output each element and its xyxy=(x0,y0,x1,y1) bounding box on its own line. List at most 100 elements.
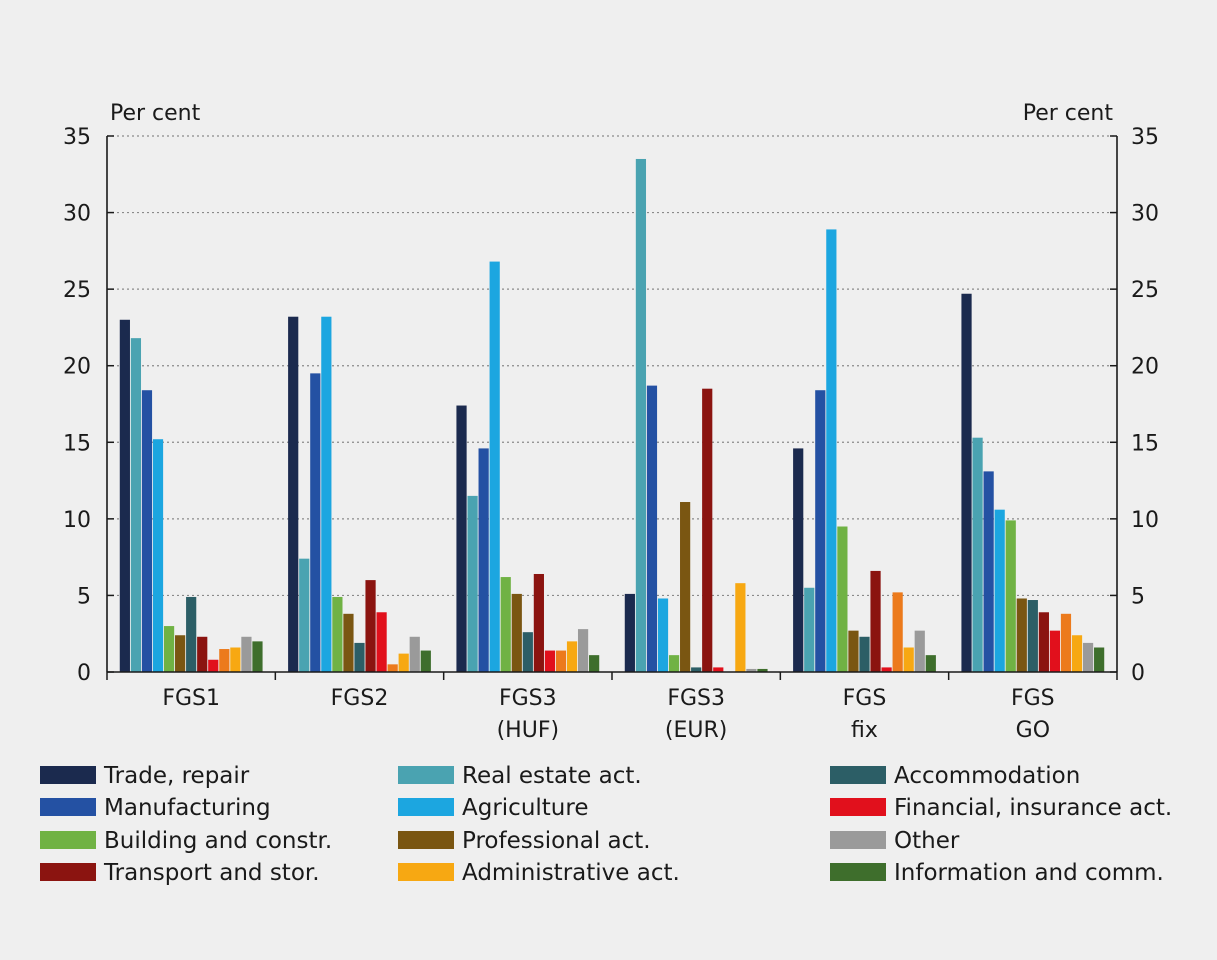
right-tick-label: 35 xyxy=(1131,125,1159,150)
legend-label: Administrative act. xyxy=(462,860,680,886)
x-tick-label: FGS3 xyxy=(667,686,725,711)
legend-swatch xyxy=(398,863,454,881)
bar xyxy=(793,448,804,672)
bar xyxy=(589,655,600,672)
bar xyxy=(500,577,511,672)
legend-label: Building and constr. xyxy=(104,828,332,854)
bar xyxy=(1094,647,1105,672)
legend-swatch xyxy=(830,831,886,849)
bar xyxy=(130,338,142,672)
bar xyxy=(398,653,409,672)
bar xyxy=(252,641,263,672)
right-tick-label: 0 xyxy=(1131,661,1145,686)
bar xyxy=(1005,520,1016,672)
legend-label: Transport and stor. xyxy=(103,860,320,886)
bar xyxy=(746,668,757,672)
x-tick-label: FGS xyxy=(1011,686,1055,711)
bar xyxy=(635,158,647,673)
bar xyxy=(376,612,387,672)
right-tick-label: 25 xyxy=(1131,278,1159,303)
bar xyxy=(657,598,669,672)
bar xyxy=(533,573,544,672)
bar xyxy=(511,593,522,672)
bar xyxy=(489,261,500,672)
legend-swatch xyxy=(830,798,886,816)
bar xyxy=(994,509,1005,672)
bar xyxy=(186,596,197,672)
bar xyxy=(387,664,398,672)
left-axis-title: Per cent xyxy=(110,101,201,126)
bar xyxy=(1038,612,1049,672)
bar xyxy=(152,439,164,672)
bar xyxy=(972,437,983,672)
legend-label: Real estate act. xyxy=(462,763,642,789)
right-tick-label: 5 xyxy=(1131,584,1145,609)
bar xyxy=(680,502,691,672)
right-tick-label: 15 xyxy=(1131,431,1159,456)
x-tick-label: FGS1 xyxy=(162,686,220,711)
bar xyxy=(983,471,994,672)
legend-swatch xyxy=(398,766,454,784)
bar xyxy=(409,636,420,672)
bar xyxy=(624,593,635,672)
bar xyxy=(870,570,881,672)
bar xyxy=(757,668,768,672)
bar xyxy=(892,592,903,672)
right-tick-label: 10 xyxy=(1131,508,1159,533)
bar xyxy=(544,650,556,672)
bar xyxy=(456,405,467,672)
right-tick-label: 30 xyxy=(1131,202,1159,227)
bar xyxy=(1049,630,1061,672)
bar xyxy=(208,659,219,672)
legend-label: Financial, insurance act. xyxy=(894,795,1172,821)
bar xyxy=(332,596,343,672)
axes: 0 0 5 5 10 10 15 15 20 20 25 25 30 30 35 35 FGS1 FGS2 FGS3… xyxy=(63,125,1159,743)
legend-label: Information and comm. xyxy=(894,860,1164,886)
left-tick-label: 5 xyxy=(77,584,91,609)
bar xyxy=(925,655,936,672)
legend-label: Accommodation xyxy=(894,763,1080,789)
bar xyxy=(555,650,567,672)
legend-swatch xyxy=(40,863,96,881)
bar xyxy=(881,667,892,672)
left-tick-label: 25 xyxy=(63,278,91,303)
bar xyxy=(1071,635,1083,672)
left-tick-label: 10 xyxy=(63,508,91,533)
legend-label: Manufacturing xyxy=(104,795,271,821)
legend-label: Professional act. xyxy=(462,828,651,854)
bar xyxy=(713,667,724,672)
bar xyxy=(219,649,230,672)
bar xyxy=(815,390,826,672)
bar xyxy=(1027,600,1038,672)
bar xyxy=(299,558,310,672)
bar xyxy=(848,630,859,672)
legend-label: Other xyxy=(894,828,960,854)
right-axis-title: Per cent xyxy=(1023,101,1114,126)
x-tick-label: FGS3 xyxy=(499,686,557,711)
bar xyxy=(914,630,925,672)
bar xyxy=(837,526,848,672)
legend-swatch xyxy=(40,766,96,784)
bar xyxy=(646,385,658,672)
legend-label: Trade, repair xyxy=(103,763,250,789)
bar xyxy=(1082,642,1094,672)
bar xyxy=(230,647,241,672)
bar xyxy=(961,293,972,672)
bar xyxy=(163,626,175,672)
legend-label: Agriculture xyxy=(462,795,589,821)
bar xyxy=(141,390,153,672)
bar xyxy=(354,642,365,672)
bar xyxy=(119,319,130,672)
legend-swatch xyxy=(398,831,454,849)
bar xyxy=(577,629,589,672)
bars xyxy=(119,158,1105,673)
bar xyxy=(343,613,354,672)
bar xyxy=(691,667,702,672)
right-tick-label: 20 xyxy=(1131,355,1159,380)
bar xyxy=(903,647,914,672)
x-tick-label: fix xyxy=(851,718,878,743)
left-tick-label: 30 xyxy=(63,202,91,227)
bar xyxy=(859,636,870,672)
legend-swatch xyxy=(40,831,96,849)
